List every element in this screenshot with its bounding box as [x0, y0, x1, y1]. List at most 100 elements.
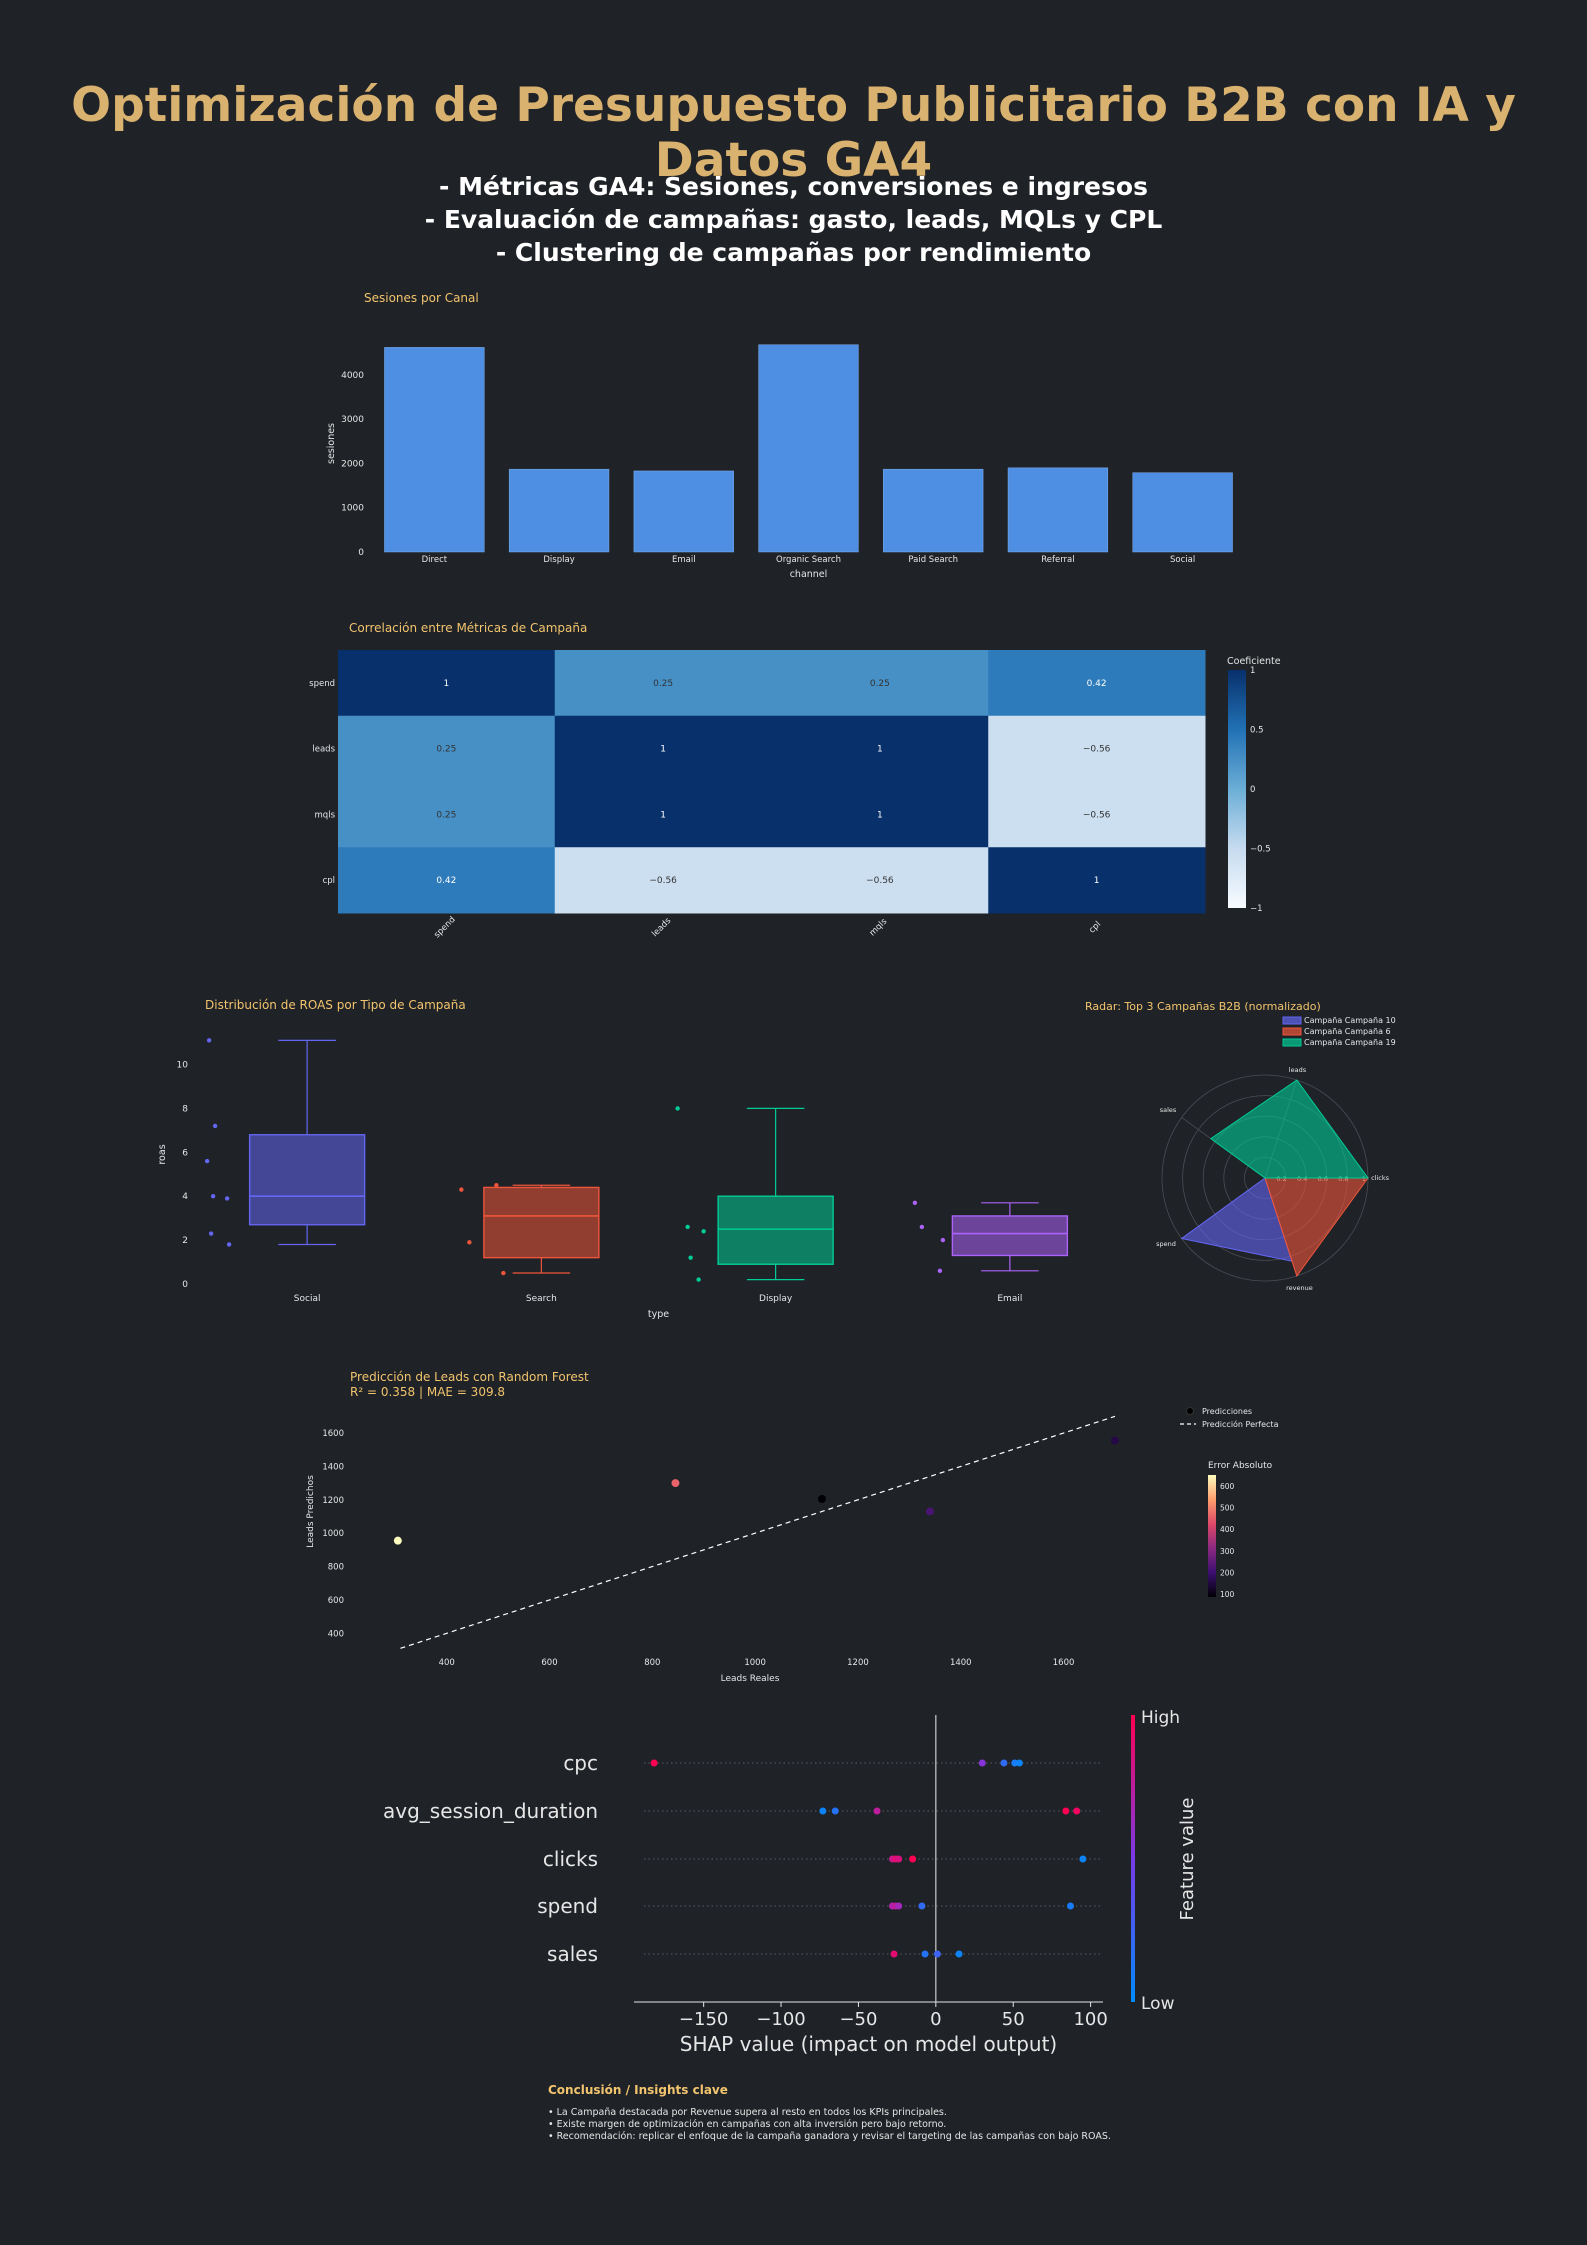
box — [483, 1186, 600, 1259]
shap-point — [955, 1950, 963, 1958]
cell-value: −0.56 — [1083, 745, 1111, 755]
y-tick-label: 4 — [182, 1192, 188, 1202]
cell-value: −0.56 — [866, 876, 894, 886]
heatmap-cell — [338, 847, 556, 914]
heatmap-cell — [554, 847, 772, 914]
cell-value: 0.42 — [1087, 679, 1107, 689]
bar — [633, 470, 734, 553]
y-axis-label: roas — [157, 1144, 168, 1164]
data-point — [226, 1242, 232, 1247]
heatmap-cell — [554, 715, 772, 782]
row-label: mqls — [315, 810, 336, 820]
data-point — [696, 1277, 701, 1282]
cell-value: 1 — [444, 679, 450, 689]
cell-value: 1 — [660, 810, 666, 820]
cell-value: 0.25 — [653, 679, 673, 689]
colorbar-tick: 0 — [1250, 785, 1255, 795]
legend-label: Campaña Campaña 19 — [1304, 1038, 1396, 1047]
x-tick-label: Referral — [1041, 555, 1074, 565]
heatmap-cell — [338, 715, 556, 782]
y-tick-label: 2 — [182, 1236, 188, 1246]
heatmap-title: Correlación entre Métricas de Campaña — [349, 621, 588, 635]
box — [717, 1195, 834, 1265]
shap-point — [921, 1950, 929, 1958]
data-point — [210, 1194, 216, 1199]
radar-axis-label: revenue — [1286, 1284, 1313, 1292]
data-point — [937, 1268, 943, 1274]
box — [248, 1134, 366, 1226]
prediction-subtitle: R² = 0.358 | MAE = 309.8 — [350, 1385, 506, 1399]
feature-label: sales — [547, 1942, 598, 1966]
colorbar-tick: 100 — [1220, 1590, 1235, 1599]
x-tick-label: 50 — [1002, 2009, 1025, 2030]
y-tick-label: 600 — [328, 1596, 344, 1606]
cell-value: 1 — [660, 745, 666, 755]
data-point — [701, 1229, 706, 1234]
prediction-point — [925, 1507, 934, 1516]
shap-point — [1079, 1855, 1087, 1863]
page-title: Optimización de Presupuesto Publicitario… — [71, 78, 1516, 188]
data-point — [685, 1224, 690, 1230]
shap-point — [1015, 1759, 1023, 1767]
colorbar-high-label: High — [1141, 1708, 1180, 1728]
legend-swatch — [1282, 1016, 1302, 1025]
x-tick-label: Search — [526, 1294, 557, 1304]
colorbar — [1131, 1715, 1135, 2002]
colorbar — [1208, 1475, 1216, 1597]
prediction-title: Predicción de Leads con Random Forest — [350, 1370, 589, 1384]
x-tick-label: Email — [672, 555, 696, 565]
data-point — [912, 1200, 918, 1205]
conclusion-line: • Existe margen de optimización en campa… — [548, 2119, 947, 2130]
y-axis-label: Leads Predichos — [306, 1475, 316, 1548]
colorbar-title: Coeficiente — [1227, 656, 1281, 667]
y-tick-label: 6 — [182, 1148, 188, 1158]
heatmap-cell — [988, 847, 1206, 914]
bar — [758, 344, 859, 553]
colorbar-tick: 200 — [1220, 1568, 1235, 1577]
conclusion-title: Conclusión / Insights clave — [548, 2083, 728, 2097]
row-label: spend — [309, 679, 335, 689]
box — [951, 1215, 1069, 1257]
cell-value: 0.25 — [870, 679, 890, 689]
shap-point — [890, 1950, 898, 1958]
y-tick-label: 1000 — [341, 504, 364, 514]
y-tick-label: 1400 — [322, 1462, 344, 1472]
radar-title: Radar: Top 3 Campañas B2B (normalizado) — [1085, 1000, 1321, 1013]
legend-label: Campaña Campaña 10 — [1304, 1016, 1396, 1025]
colorbar-title: Feature value — [1177, 1798, 1198, 1921]
data-point — [494, 1183, 499, 1188]
shap-point — [918, 1902, 926, 1910]
heatmap-cell — [554, 650, 772, 717]
shap-point — [892, 1855, 900, 1863]
heatmap-cell — [988, 781, 1206, 848]
cell-value: 0.25 — [436, 745, 456, 755]
x-tick-label: 0 — [930, 2009, 941, 2030]
colorbar-tick: −0.5 — [1250, 845, 1271, 855]
col-label: leads — [650, 916, 673, 939]
x-tick-label: Email — [997, 1294, 1022, 1304]
shap-point — [909, 1855, 917, 1863]
colorbar-tick: 0.5 — [1250, 726, 1264, 736]
y-tick-label: 800 — [328, 1563, 344, 1573]
row-label: leads — [312, 745, 335, 755]
colorbar-tick: 300 — [1220, 1547, 1235, 1556]
x-tick-label: 1600 — [1053, 1658, 1075, 1668]
y-tick-label: 1200 — [322, 1496, 344, 1506]
radial-tick: 1 — [1362, 1175, 1366, 1183]
bar — [508, 468, 610, 553]
cell-value: 0.42 — [436, 876, 456, 886]
colorbar-title: Error Absoluto — [1208, 1461, 1273, 1471]
colorbar-tick: −1 — [1250, 904, 1263, 914]
shap-point — [1000, 1759, 1008, 1767]
shap-point — [892, 1902, 900, 1910]
colorbar — [1228, 670, 1246, 908]
radial-tick: 0.6 — [1318, 1175, 1328, 1183]
legend-label: Campaña Campaña 6 — [1304, 1027, 1391, 1036]
data-point — [208, 1231, 214, 1236]
data-point — [467, 1240, 472, 1245]
prediction-point — [393, 1536, 402, 1545]
colorbar-tick: 500 — [1220, 1504, 1235, 1513]
